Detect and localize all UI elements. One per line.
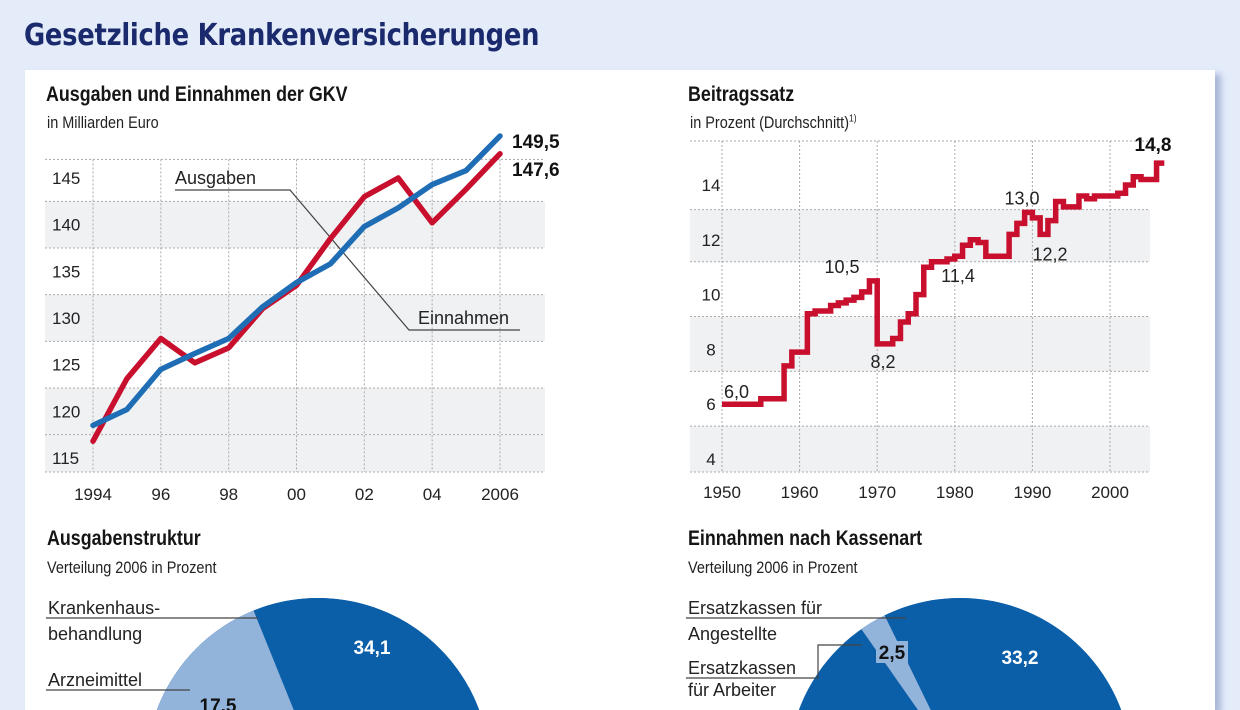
chart-title-kassenart: Einnahmen nach Kassenart — [688, 527, 923, 550]
data-label: 8,2 — [870, 352, 895, 372]
pie-category-label: Angestellte — [688, 624, 777, 644]
chart-title-beitragssatz: Beitragssatz — [688, 83, 795, 106]
grid-band — [45, 294, 545, 342]
x-tick-label: 1980 — [936, 483, 974, 502]
series-label-einnahmen: Einnahmen — [418, 308, 509, 328]
y-tick-label: 12 — [702, 231, 721, 250]
x-tick-label: 98 — [219, 485, 238, 504]
x-tick-label: 1950 — [703, 483, 741, 502]
y-tick-label: 14 — [702, 176, 721, 195]
grid-band — [690, 209, 1150, 262]
chart-subtitle-gkv: in Milliarden Euro — [47, 113, 159, 132]
chart-subtitle-kassenart: Verteilung 2006 in Prozent — [688, 558, 858, 577]
grid-band — [45, 434, 545, 472]
grid-band — [690, 426, 1150, 472]
y-tick-label: 140 — [52, 216, 80, 235]
pie-slice — [253, 598, 480, 710]
gkv-line-chart: 115 120 125 130 135 140 145 1994 96 98 00 02 04 2006 A… — [45, 132, 560, 504]
y-tick-label: 145 — [52, 169, 80, 188]
kassenart-pie: Ersatzkassen für Angestellte Ersatzkassenf… — [686, 598, 1122, 710]
y-tick-label: 6 — [706, 395, 715, 414]
y-tick-label: 115 — [52, 449, 79, 468]
pie-category-label: Ersatzkassen für — [688, 598, 822, 618]
chart-title-ausgabenstruktur: Ausgabenstruktur — [47, 527, 201, 550]
x-tick-label: 1994 — [74, 485, 112, 504]
footnote-marker: 1) — [849, 113, 857, 125]
pie-value-label: 17,5 — [200, 696, 237, 710]
y-tick-label: 130 — [52, 309, 80, 328]
x-tick-label: 2006 — [481, 485, 519, 504]
pie-category-label: Krankenhaus- — [48, 598, 160, 618]
pie-slice — [156, 610, 294, 710]
x-tick-label: 1960 — [781, 483, 819, 502]
x-tick-label: 96 — [151, 485, 170, 504]
data-label: 12,2 — [1032, 244, 1067, 264]
y-tick-label: 4 — [706, 450, 715, 469]
grid-band — [690, 316, 1150, 372]
y-tick-label: 120 — [52, 402, 80, 421]
pie-slice — [884, 598, 1122, 710]
series-line-beitragssatz — [722, 160, 1165, 407]
pie-value-label: 33,2 — [1002, 648, 1039, 669]
pie-category-label: für Arbeiter — [688, 680, 776, 700]
pie-category-label: behandlung — [48, 624, 142, 644]
chart-subtitle-beitragssatz: in Prozent (Durchschnitt)1) — [690, 113, 857, 133]
x-tick-label: 04 — [423, 485, 442, 504]
x-tick-label: 1970 — [858, 483, 896, 502]
data-label: 13,0 — [1004, 188, 1039, 208]
ausgabenstruktur-pie: Krankenhaus-behandlung Arzneimittel 34,1 17… — [46, 598, 480, 710]
subtitle-text: in Prozent (Durchschnitt) — [690, 113, 850, 132]
x-tick-label: 2000 — [1091, 483, 1129, 502]
data-label: 6,0 — [724, 382, 749, 402]
pie-leader-line — [686, 644, 862, 679]
page-title: Gesetzliche Krankenversicherungen — [24, 18, 540, 53]
grid-band — [45, 201, 545, 248]
pie-value-label-bg — [876, 641, 908, 663]
end-value-ausgaben: 147,6 — [512, 160, 560, 181]
pie-category-label: Ersatzkassen — [688, 658, 796, 678]
beitragssatz-step-chart: 4 6 8 10 12 14 1950 1960 1970 1980 1990 2000 6,0 10,5… — [690, 135, 1171, 502]
pie-value-label: 2,5 — [879, 643, 906, 664]
x-tick-label: 1990 — [1013, 483, 1051, 502]
data-label: 11,4 — [941, 266, 975, 286]
pie-category-label: Arzneimittel — [48, 670, 142, 690]
y-tick-label: 125 — [52, 356, 80, 375]
y-tick-label: 135 — [52, 262, 80, 281]
end-value-einnahmen: 149,5 — [512, 132, 560, 153]
series-label-ausgaben: Ausgaben — [175, 168, 256, 188]
x-tick-label: 00 — [287, 485, 306, 504]
data-label: 14,8 — [1135, 135, 1172, 156]
y-tick-label: 8 — [706, 340, 715, 359]
series-label-leader-line — [175, 189, 520, 331]
data-label: 10,5 — [824, 257, 859, 277]
x-tick-label: 02 — [355, 485, 374, 504]
y-tick-label: 10 — [702, 286, 721, 305]
series-line-einnahmen — [90, 133, 503, 429]
chart-subtitle-ausgabenstruktur: Verteilung 2006 in Prozent — [47, 558, 217, 577]
pie-value-label: 34,1 — [354, 638, 391, 659]
chart-title-gkv: Ausgaben und Einnahmen der GKV — [46, 83, 348, 106]
